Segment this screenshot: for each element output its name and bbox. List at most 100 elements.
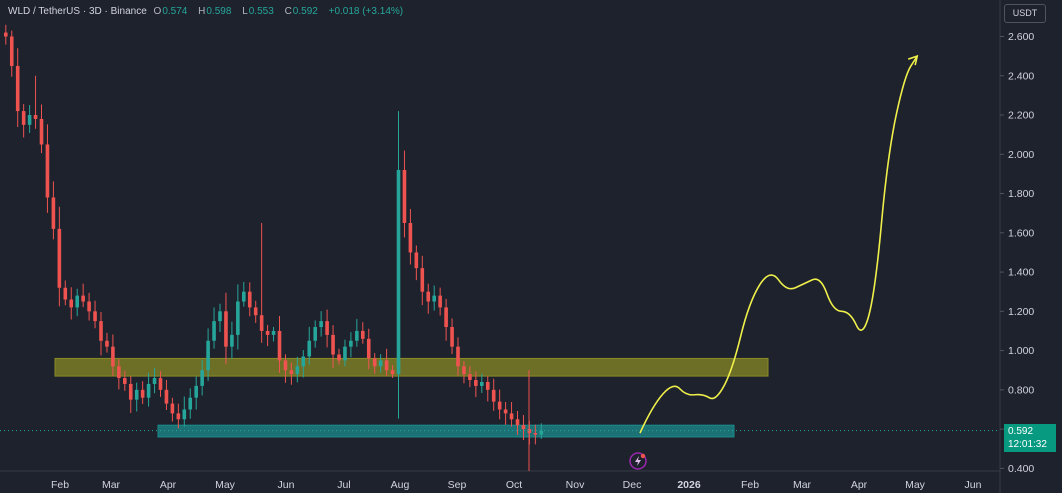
candle[interactable]	[462, 361, 466, 384]
candle[interactable]	[349, 332, 353, 358]
candle[interactable]	[152, 367, 157, 394]
candle[interactable]	[468, 366, 472, 388]
candle[interactable]	[301, 350, 306, 378]
candle[interactable]	[170, 397, 175, 422]
candle[interactable]	[164, 379, 169, 410]
candle[interactable]	[87, 292, 91, 321]
candle[interactable]	[51, 181, 56, 240]
candle[interactable]	[325, 309, 329, 348]
candle[interactable]	[15, 48, 20, 128]
candle[interactable]	[212, 307, 216, 349]
candle[interactable]	[99, 311, 103, 356]
candle[interactable]	[123, 370, 127, 391]
candle[interactable]	[361, 322, 365, 344]
candle[interactable]	[218, 303, 222, 333]
candle[interactable]	[539, 423, 544, 439]
candle[interactable]	[224, 292, 228, 365]
candle[interactable]	[337, 348, 341, 365]
candle[interactable]	[402, 150, 407, 238]
candle[interactable]	[503, 401, 508, 425]
y-tick-label: 1.800	[1008, 188, 1034, 200]
candle[interactable]	[456, 337, 460, 376]
candle[interactable]	[45, 124, 50, 213]
candle[interactable]	[444, 298, 448, 341]
candle[interactable]	[230, 321, 234, 359]
candle[interactable]	[378, 354, 383, 373]
candle[interactable]	[57, 206, 62, 307]
candle[interactable]	[265, 324, 270, 347]
candle[interactable]	[497, 389, 502, 420]
candle[interactable]	[307, 326, 312, 365]
candle[interactable]	[117, 359, 121, 390]
candle[interactable]	[242, 281, 246, 307]
candle[interactable]	[366, 328, 371, 370]
lightning-event-icon[interactable]	[629, 452, 647, 470]
symbol-title[interactable]: WLD / TetherUS · 3D · Binance	[8, 6, 147, 17]
candle[interactable]	[236, 284, 240, 350]
candle[interactable]	[396, 111, 401, 419]
candle[interactable]	[27, 104, 32, 133]
candle[interactable]	[21, 104, 26, 138]
candle[interactable]	[372, 353, 377, 374]
candle[interactable]	[521, 415, 526, 441]
candle[interactable]	[128, 376, 133, 414]
candle[interactable]	[491, 378, 496, 411]
candle[interactable]	[438, 287, 442, 316]
candle[interactable]	[527, 420, 532, 445]
candle[interactable]	[259, 222, 264, 343]
candle[interactable]	[432, 285, 436, 311]
candle[interactable]	[485, 376, 490, 402]
resistance-zone[interactable]	[54, 357, 769, 377]
candle[interactable]	[69, 287, 74, 320]
candle[interactable]	[39, 104, 44, 154]
candle[interactable]	[4, 24, 8, 45]
candle[interactable]	[247, 282, 252, 317]
candle[interactable]	[533, 424, 538, 445]
support-zone[interactable]	[157, 424, 735, 438]
candle[interactable]	[105, 332, 109, 353]
candle[interactable]	[158, 371, 163, 397]
candle[interactable]	[277, 316, 282, 373]
candle[interactable]	[480, 373, 484, 393]
candle[interactable]	[9, 30, 14, 77]
candle[interactable]	[331, 325, 335, 368]
candle[interactable]	[253, 300, 258, 323]
candle[interactable]	[176, 403, 181, 429]
candle[interactable]	[390, 364, 395, 378]
candle[interactable]	[420, 255, 425, 306]
candle[interactable]	[75, 288, 79, 317]
candle[interactable]	[319, 311, 323, 337]
candle[interactable]	[63, 280, 68, 306]
candle[interactable]	[343, 339, 347, 367]
candle[interactable]	[111, 334, 115, 376]
candle[interactable]	[509, 402, 514, 427]
currency-unit-button[interactable]: USDT	[1004, 4, 1046, 23]
candle[interactable]	[283, 354, 288, 383]
candle[interactable]	[93, 300, 97, 329]
candle[interactable]	[194, 376, 198, 410]
candle[interactable]	[313, 320, 317, 348]
candle[interactable]	[355, 318, 359, 347]
candle[interactable]	[188, 388, 193, 419]
candle[interactable]	[426, 283, 431, 314]
candle[interactable]	[271, 326, 276, 342]
candle[interactable]	[206, 328, 210, 381]
candle[interactable]	[408, 208, 413, 265]
candle[interactable]	[200, 359, 204, 396]
candle[interactable]	[33, 75, 38, 129]
candle[interactable]	[146, 372, 151, 407]
projection-path	[639, 55, 918, 434]
candle[interactable]	[289, 362, 294, 385]
candle[interactable]	[384, 348, 389, 377]
candle[interactable]	[140, 381, 145, 405]
candle[interactable]	[182, 396, 187, 427]
candle[interactable]	[81, 283, 85, 308]
candle[interactable]	[474, 371, 478, 398]
candle[interactable]	[295, 356, 300, 383]
low-value: 0.553	[248, 6, 274, 17]
candle[interactable]	[515, 410, 520, 435]
candle[interactable]	[450, 318, 454, 355]
candle[interactable]	[414, 245, 419, 281]
candle[interactable]	[134, 382, 139, 412]
